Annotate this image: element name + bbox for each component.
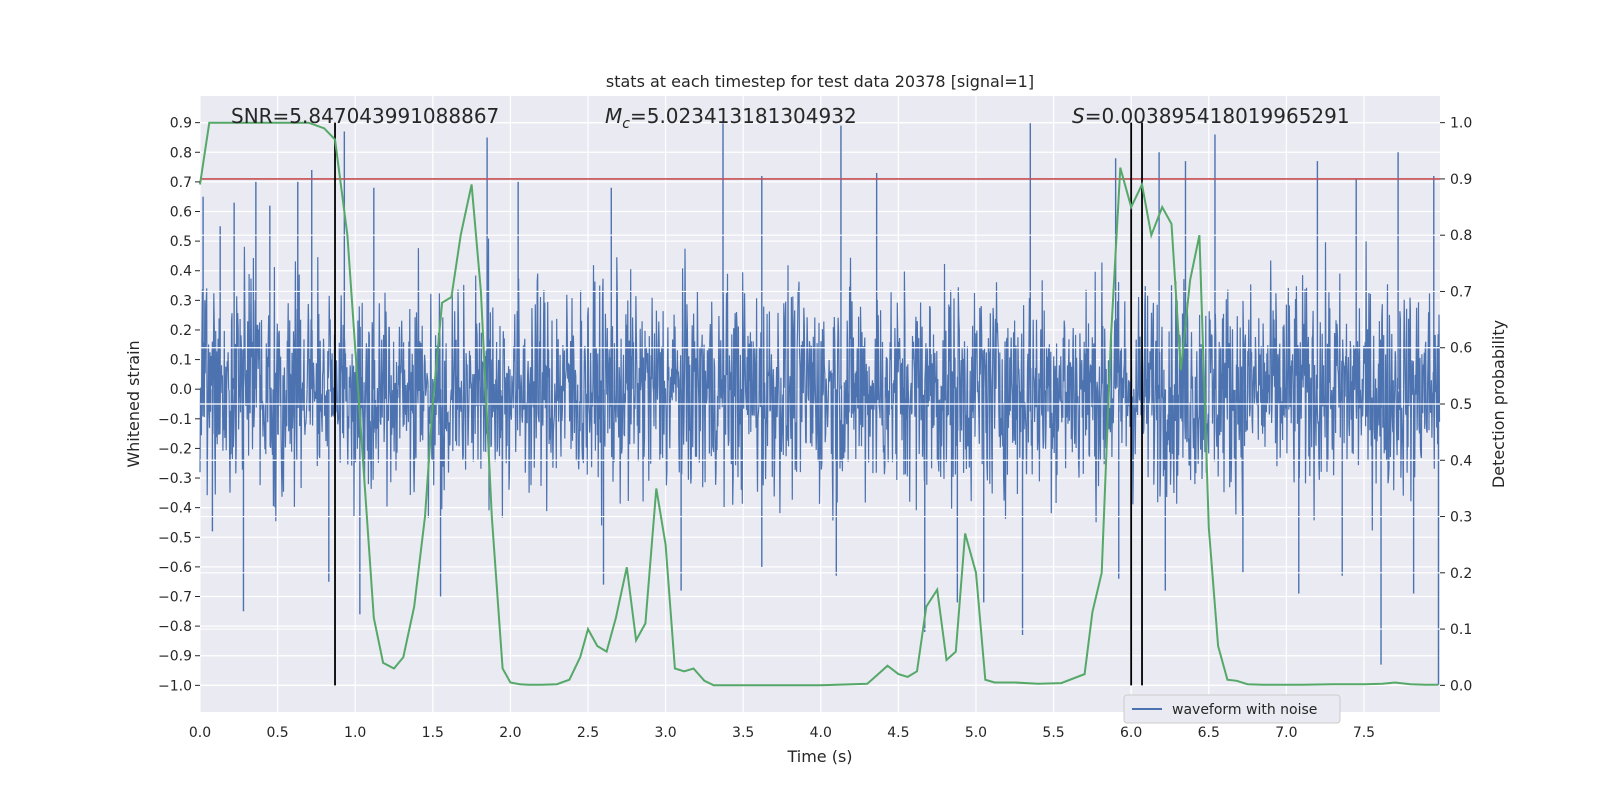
x-tick-label: 7.0: [1275, 725, 1297, 741]
x-tick-label: 1.0: [344, 725, 366, 741]
y-right-tick-label: 1.0: [1450, 116, 1472, 132]
y-right-tick-label: 0.8: [1450, 228, 1472, 244]
chirp-mass-value: =5.023413181304932: [630, 104, 857, 128]
x-tick-label: 2.0: [499, 725, 521, 741]
y-left-tick-label: 0.6: [170, 205, 192, 221]
x-tick-label: 3.5: [732, 725, 754, 741]
y-right-tick-label: 0.2: [1450, 566, 1472, 582]
detection-vlines: [334, 122, 1143, 686]
chirp-mass-subscript: c: [622, 116, 630, 132]
x-tick-label: 2.5: [577, 725, 599, 741]
y-left-tick-label: −0.2: [158, 441, 192, 457]
x-tick-label: 5.5: [1042, 725, 1064, 741]
x-tick-label: 5.0: [965, 725, 987, 741]
y-axis-label-right: Detection probability: [1489, 320, 1508, 488]
chirp-mass-symbol: M: [605, 104, 622, 128]
y-right-tick-label: 0.6: [1450, 341, 1472, 357]
waveform-spikes: [202, 122, 1440, 686]
x-tick-label: 3.0: [654, 725, 676, 741]
s-value: =0.003895418019965291: [1085, 104, 1350, 128]
x-tick-label: 4.5: [887, 725, 909, 741]
y-left-tick-label: 0.0: [170, 382, 192, 398]
y-left-tick-label: 0.4: [170, 264, 192, 280]
s-symbol: S: [1072, 104, 1085, 128]
detection-probability-line: [199, 121, 1439, 687]
legend: waveform with noise: [1123, 694, 1341, 724]
x-axis-ticks: 0.0 0.5 1.0 1.5 2.0 2.5 3.0 3.5 4.0 4.5 5.0 5.5 6.0 6…: [189, 725, 1375, 741]
right-axis-grid: [200, 122, 1440, 686]
y-left-tick-label: −0.9: [158, 649, 192, 665]
y-left-tick-label: −1.0: [158, 678, 192, 694]
y-left-tick-label: −0.1: [158, 412, 192, 428]
y-right-tick-label: 0.4: [1450, 453, 1472, 469]
chirp-mass-annotation: Mc=5.023413181304932: [605, 104, 857, 132]
y-right-tick-label: 0.0: [1450, 678, 1472, 694]
x-tick-label: 6.0: [1120, 725, 1142, 741]
y-left-tick-label: 0.5: [170, 234, 192, 250]
chart-title: stats at each timestep for test data 203…: [606, 72, 1034, 91]
y-axis-label-left: Whitened strain: [124, 340, 143, 467]
y-left-tick-label: 0.8: [170, 145, 192, 161]
y-right-tick-label: 0.1: [1450, 622, 1472, 638]
y-left-tick-label: 0.1: [170, 353, 192, 369]
y-right-tick-label: 0.5: [1450, 397, 1472, 413]
x-tick-label: 7.5: [1353, 725, 1375, 741]
y-left-tick-label: −0.7: [158, 590, 192, 606]
legend-box: [1123, 694, 1341, 724]
x-tick-label: 4.0: [810, 725, 832, 741]
y-left-tick-label: −0.5: [158, 530, 192, 546]
y-left-tick-label: 0.9: [170, 116, 192, 132]
probability-layer: [199, 121, 1440, 687]
left-axis-ticks: 0.9 0.8 0.7 0.6 0.5 0.4 0.3 0.2 0.1 0.0 −0.1 −0.2 −0…: [158, 116, 200, 694]
y-left-tick-label: 0.3: [170, 293, 192, 309]
y-left-tick-label: 0.7: [170, 175, 192, 191]
legend-label: waveform with noise: [1172, 702, 1317, 718]
right-axis-ticks: 1.0 0.9 0.8 0.7 0.6 0.5 0.4 0.3 0.2 0.1 0.0: [1440, 116, 1472, 694]
x-axis-label: Time (s): [786, 747, 852, 766]
x-tick-label: 0.5: [266, 725, 288, 741]
y-left-tick-label: −0.8: [158, 619, 192, 635]
y-right-tick-label: 0.7: [1450, 284, 1472, 300]
snr-annotation: SNR=5.847043991088867: [231, 104, 499, 128]
y-right-tick-label: 0.3: [1450, 510, 1472, 526]
y-left-tick-label: −0.6: [158, 560, 192, 576]
y-right-tick-label: 0.9: [1450, 172, 1472, 188]
y-left-tick-label: −0.3: [158, 471, 192, 487]
y-left-tick-label: 0.2: [170, 323, 192, 339]
x-tick-label: 0.0: [189, 725, 211, 741]
x-tick-label: 6.5: [1198, 725, 1220, 741]
annotations: SNR=5.847043991088867 Mc=5.0234131813049…: [231, 104, 1350, 132]
x-tick-label: 1.5: [422, 725, 444, 741]
y-left-tick-label: −0.4: [158, 501, 192, 517]
s-annotation: S=0.003895418019965291: [1072, 104, 1350, 128]
waveform-series: [199, 122, 1441, 686]
